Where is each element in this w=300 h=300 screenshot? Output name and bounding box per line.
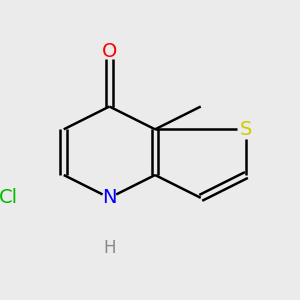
Text: N: N: [102, 188, 117, 207]
Text: S: S: [240, 120, 253, 139]
Text: H: H: [103, 239, 116, 257]
Text: O: O: [102, 42, 117, 61]
Text: Cl: Cl: [0, 188, 19, 207]
